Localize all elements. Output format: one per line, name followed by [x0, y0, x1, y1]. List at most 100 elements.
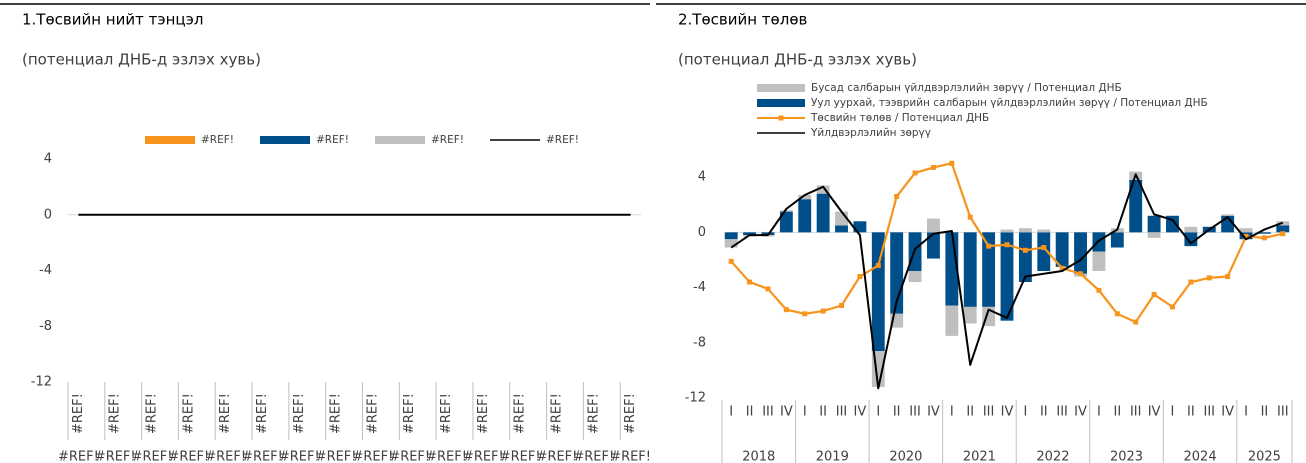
marker	[802, 311, 808, 317]
chart-title: 1.Төсвийн нийт тэнцэл	[22, 11, 203, 29]
x-group-label: 2025	[1248, 450, 1281, 463]
x-group-label: #REF!	[500, 450, 541, 463]
marker	[1004, 242, 1010, 248]
y-tick-label: -4	[39, 263, 52, 278]
x-group-label: #REF!	[463, 450, 504, 463]
legend-swatch	[757, 84, 805, 92]
marker	[1041, 245, 1047, 251]
legend-label: Үйлдвэрлэлийн зөрүү	[810, 127, 931, 139]
bar	[1110, 232, 1124, 248]
x-tick-label: III	[983, 405, 995, 420]
x-tick-label: #REF!	[145, 393, 160, 434]
x-tick-label: #REF!	[108, 393, 123, 434]
x-tick-label: I	[1097, 405, 1101, 420]
marker	[820, 308, 826, 314]
x-tick-label: II	[819, 405, 827, 420]
marker	[1243, 233, 1249, 239]
x-tick-label: III	[1277, 405, 1289, 420]
line	[730, 173, 1284, 390]
bar	[963, 232, 977, 307]
bar	[779, 211, 793, 233]
x-tick-label: #REF!	[476, 393, 491, 434]
bar	[1184, 226, 1198, 233]
marker	[1225, 274, 1231, 280]
x-tick-label: I	[729, 405, 733, 420]
legend-label: #REF!	[316, 134, 349, 146]
x-tick-label: #REF!	[181, 393, 196, 434]
x-tick-label: #REF!	[549, 393, 564, 434]
bar	[945, 305, 959, 336]
marker	[986, 243, 992, 249]
bar	[1018, 232, 1032, 283]
marker	[839, 303, 845, 309]
legend-label: Төсвийн төлөв / Потенциал ДНБ	[810, 112, 989, 124]
bar	[1074, 232, 1087, 274]
x-tick-label: IV	[1074, 405, 1087, 420]
marker	[1059, 265, 1065, 271]
bar	[1037, 229, 1051, 233]
bar	[871, 232, 885, 352]
x-tick-label: IV	[780, 405, 793, 420]
x-tick-label: #REF!	[218, 393, 233, 434]
x-tick-label: III	[909, 405, 921, 420]
x-group-label: #REF!	[95, 450, 136, 463]
bar	[816, 185, 830, 194]
bar	[1018, 228, 1032, 233]
marker	[1280, 231, 1286, 237]
x-tick-label: II	[1187, 405, 1195, 420]
marker	[1206, 275, 1212, 281]
legend-label: Бусад салбарын үйлдвэрлэлийн зөрүү / Пот…	[811, 82, 1122, 94]
x-group-label: #REF!	[352, 450, 393, 463]
chart-title: 2.Төсвийн төлөв	[678, 11, 807, 29]
bar	[1147, 215, 1161, 233]
marker	[1188, 279, 1194, 285]
bar	[1147, 232, 1161, 238]
bar	[798, 199, 812, 233]
bar	[963, 306, 977, 324]
bar	[1129, 179, 1143, 233]
x-tick-label: III	[836, 405, 848, 420]
marker	[1133, 319, 1139, 325]
marker	[1169, 304, 1175, 310]
x-tick-label: #REF!	[513, 393, 528, 434]
x-tick-label: II	[1113, 405, 1121, 420]
bar	[816, 193, 830, 233]
bar	[982, 232, 996, 307]
x-group-label: #REF!	[389, 450, 430, 463]
legend-label: #REF!	[201, 134, 234, 146]
x-tick-label: II	[746, 405, 754, 420]
x-group-label: #REF!	[58, 450, 99, 463]
x-tick-label: IV	[1221, 405, 1234, 420]
x-tick-label: I	[950, 405, 954, 420]
x-group-label: 2018	[742, 450, 775, 463]
bar	[1257, 232, 1271, 234]
marker	[783, 307, 789, 313]
y-tick-label: -12	[31, 375, 52, 390]
x-tick-label: #REF!	[71, 393, 86, 434]
x-tick-label: III	[1204, 405, 1216, 420]
marker	[967, 214, 973, 220]
x-tick-label: IV	[927, 405, 940, 420]
marker	[875, 262, 881, 268]
bar	[1184, 232, 1198, 247]
x-tick-label: IV	[854, 405, 867, 420]
x-tick-label: IV	[1001, 405, 1014, 420]
marker	[1096, 287, 1102, 293]
legend-marker	[778, 115, 784, 121]
bar	[1037, 232, 1051, 271]
y-tick-label: -12	[685, 391, 706, 406]
x-tick-label: I	[1023, 405, 1027, 420]
bar	[1239, 228, 1253, 233]
x-group-label: #REF!	[242, 450, 283, 463]
bar	[1221, 214, 1235, 216]
x-group-label: 2021	[963, 450, 996, 463]
legend-label: #REF!	[431, 134, 464, 146]
y-tick-label: -8	[693, 335, 706, 350]
legend-swatch	[145, 136, 195, 144]
x-tick-label: #REF!	[586, 393, 601, 434]
x-tick-label: II	[1261, 405, 1269, 420]
legend-swatch	[375, 136, 425, 144]
x-group-label: #REF!	[573, 450, 614, 463]
x-tick-label: I	[876, 405, 880, 420]
